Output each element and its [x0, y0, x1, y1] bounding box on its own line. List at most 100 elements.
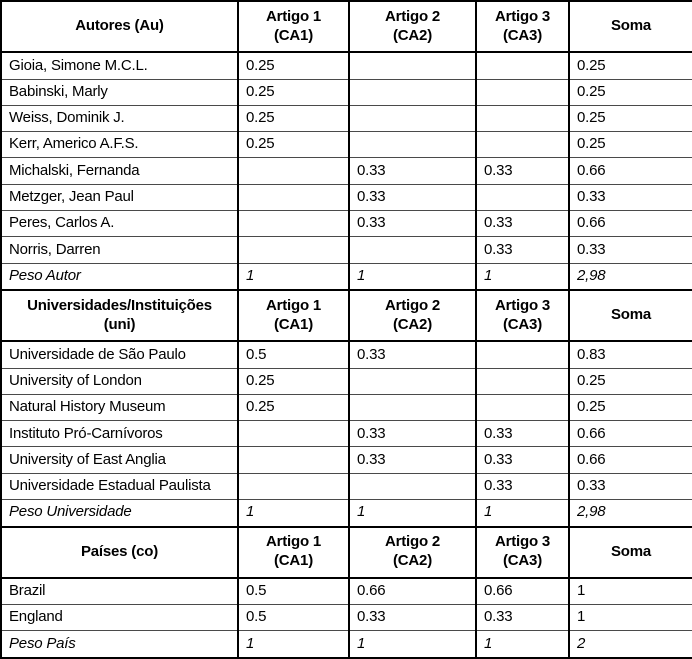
table-row: Brazil 0.5 0.66 0.66 1 [0, 576, 692, 606]
cell-ca2: 0.33 [348, 446, 477, 474]
table-row: Instituto Pró-Carnívoros 0.33 0.33 0.66 [0, 420, 692, 448]
cell-ca1: 0.25 [237, 131, 350, 159]
col-header-soma: Soma [568, 289, 692, 343]
cell-ca3: 1 [475, 498, 570, 528]
cell-ca3: 0.33 [475, 420, 570, 448]
summary-row-peso-pais: Peso País 1 1 1 2 [0, 630, 692, 659]
cell-ca2 [348, 393, 477, 422]
section-title-autores: Autores (Au) [0, 0, 239, 53]
table-row: Universidade de São Paulo 0.5 0.33 0.83 [0, 340, 692, 369]
table-row: England 0.5 0.33 0.33 1 [0, 604, 692, 632]
col-header-artigo2: Artigo 2 (CA2) [348, 289, 477, 343]
cell-ca2 [348, 367, 477, 395]
cell-ca3: 0.33 [475, 604, 570, 632]
row-label: Peso País [0, 630, 239, 659]
row-label: Peso Autor [0, 262, 239, 291]
cell-soma: 0.66 [568, 446, 692, 474]
col-header-artigo3: Artigo 3 (CA3) [475, 0, 570, 53]
row-label: Instituto Pró-Carnívoros [0, 420, 239, 448]
table-row: University of London 0.25 0.25 [0, 367, 692, 395]
row-label: Kerr, Americo A.F.S. [0, 131, 239, 159]
cell-ca2: 0.66 [348, 576, 477, 606]
cell-ca3 [475, 131, 570, 159]
cell-ca2: 0.33 [348, 420, 477, 448]
cell-ca2: 1 [348, 630, 477, 659]
cell-ca1: 0.25 [237, 51, 350, 80]
cell-ca2: 1 [348, 262, 477, 291]
row-label: Weiss, Dominik J. [0, 104, 239, 133]
row-label: Natural History Museum [0, 393, 239, 422]
cell-ca1: 0.5 [237, 604, 350, 632]
cell-ca3: 0.33 [475, 209, 570, 238]
cell-ca1 [237, 157, 350, 185]
cell-soma: 0.25 [568, 367, 692, 395]
cell-ca3 [475, 393, 570, 422]
cell-ca3: 0.33 [475, 472, 570, 500]
cell-ca1 [237, 236, 350, 264]
cell-ca3: 0.33 [475, 157, 570, 185]
cell-ca2 [348, 51, 477, 80]
col-header-artigo1: Artigo 1 (CA1) [237, 0, 350, 53]
cell-soma: 0.33 [568, 183, 692, 211]
cell-ca3: 1 [475, 630, 570, 659]
col-header-artigo2: Artigo 2 (CA2) [348, 525, 477, 579]
cell-ca3 [475, 51, 570, 80]
table-row: Universidade Estadual Paulista 0.33 0.33 [0, 472, 692, 500]
row-label: Brazil [0, 576, 239, 606]
row-label: Norris, Darren [0, 236, 239, 264]
cell-ca3 [475, 183, 570, 211]
table-row: Babinski, Marly 0.25 0.25 [0, 78, 692, 106]
col-header-soma: Soma [568, 0, 692, 53]
cell-ca1: 0.25 [237, 104, 350, 133]
cell-ca2: 0.33 [348, 209, 477, 238]
col-header-artigo1: Artigo 1 (CA1) [237, 525, 350, 579]
row-label: University of East Anglia [0, 446, 239, 474]
section-header-row-universidades: Universidades/Instituições (uni) Artigo … [0, 289, 692, 343]
cell-soma: 0.66 [568, 157, 692, 185]
row-label: Metzger, Jean Paul [0, 183, 239, 211]
row-label: Peso Universidade [0, 498, 239, 528]
cell-ca1: 0.25 [237, 393, 350, 422]
cell-ca2 [348, 78, 477, 106]
cell-soma: 2,98 [568, 262, 692, 291]
col-header-artigo3: Artigo 3 (CA3) [475, 525, 570, 579]
cell-ca1: 1 [237, 498, 350, 528]
cell-soma: 2,98 [568, 498, 692, 528]
row-label: University of London [0, 367, 239, 395]
cell-soma: 2 [568, 630, 692, 659]
cell-ca2: 0.33 [348, 340, 477, 369]
cell-ca3 [475, 340, 570, 369]
cell-ca3 [475, 104, 570, 133]
table-row: Norris, Darren 0.33 0.33 [0, 236, 692, 264]
row-label: Universidade Estadual Paulista [0, 472, 239, 500]
cell-ca3: 0.33 [475, 446, 570, 474]
cell-ca3: 0.33 [475, 236, 570, 264]
table-row: Peres, Carlos A. 0.33 0.33 0.66 [0, 209, 692, 238]
cell-ca2: 0.33 [348, 157, 477, 185]
table-row: University of East Anglia 0.33 0.33 0.66 [0, 446, 692, 474]
cell-soma: 0.66 [568, 420, 692, 448]
cell-ca3 [475, 78, 570, 106]
cell-soma: 0.25 [568, 393, 692, 422]
cell-ca2: 0.33 [348, 183, 477, 211]
cell-ca1: 1 [237, 630, 350, 659]
cell-ca2: 1 [348, 498, 477, 528]
table-row: Natural History Museum 0.25 0.25 [0, 393, 692, 422]
table-row: Weiss, Dominik J. 0.25 0.25 [0, 104, 692, 133]
row-label: Universidade de São Paulo [0, 340, 239, 369]
summary-row-peso-universidade: Peso Universidade 1 1 1 2,98 [0, 498, 692, 528]
cell-soma: 0.66 [568, 209, 692, 238]
row-label: Peres, Carlos A. [0, 209, 239, 238]
col-header-artigo3: Artigo 3 (CA3) [475, 289, 570, 343]
cell-ca1 [237, 209, 350, 238]
cell-ca1 [237, 446, 350, 474]
section-title-universidades: Universidades/Instituições (uni) [0, 289, 239, 343]
cell-ca3 [475, 367, 570, 395]
cell-ca1: 0.5 [237, 340, 350, 369]
row-label: Michalski, Fernanda [0, 157, 239, 185]
cell-ca1 [237, 420, 350, 448]
row-label: Babinski, Marly [0, 78, 239, 106]
col-header-artigo2: Artigo 2 (CA2) [348, 0, 477, 53]
row-label: Gioia, Simone M.C.L. [0, 51, 239, 80]
